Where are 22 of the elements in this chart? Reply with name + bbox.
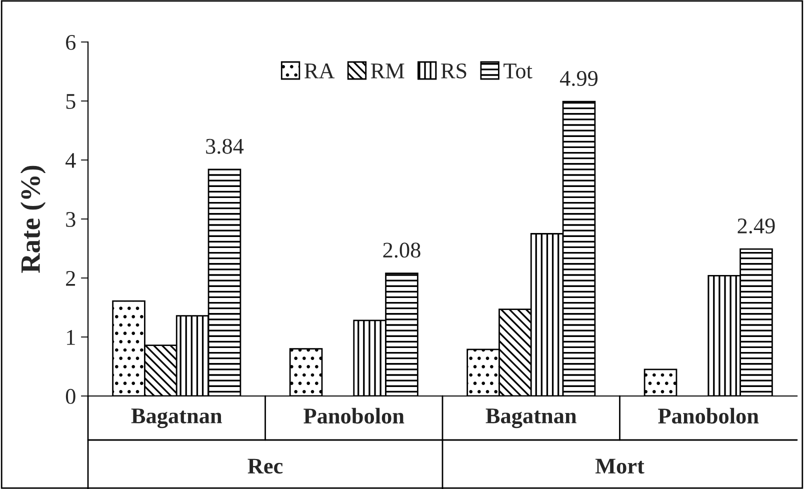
text: Mort <box>595 458 644 474</box>
data-label: 4.99 <box>560 71 598 86</box>
data-label: 2.49 <box>738 218 775 234</box>
y-tick-label: 5 <box>66 94 76 109</box>
legend-label: RA <box>304 64 335 78</box>
x-tick-label: Panobolon <box>304 408 404 424</box>
legend-label: RM <box>370 64 404 78</box>
y-tick-label: 6 <box>66 34 76 50</box>
data-label: 3.84 <box>206 138 244 154</box>
legend-label: RS <box>441 64 466 78</box>
y-tick-label: 2 <box>66 270 75 286</box>
y-tick-label: 0 <box>66 388 76 404</box>
x-tick-label: Bagatnan <box>486 408 576 428</box>
data-label: 2.08 <box>383 242 420 258</box>
y-tick-label: 3 <box>66 212 76 227</box>
x-tick-label: Bagatnan <box>131 408 222 428</box>
legend-label: Tot <box>504 64 532 78</box>
x-tick-label: Panobolon <box>658 408 759 424</box>
y-tick-label: 1 <box>67 330 75 345</box>
y-axis-title: Rate (%) <box>20 166 46 273</box>
text: Rec <box>248 458 283 474</box>
y-tick-label: 4 <box>66 153 76 168</box>
